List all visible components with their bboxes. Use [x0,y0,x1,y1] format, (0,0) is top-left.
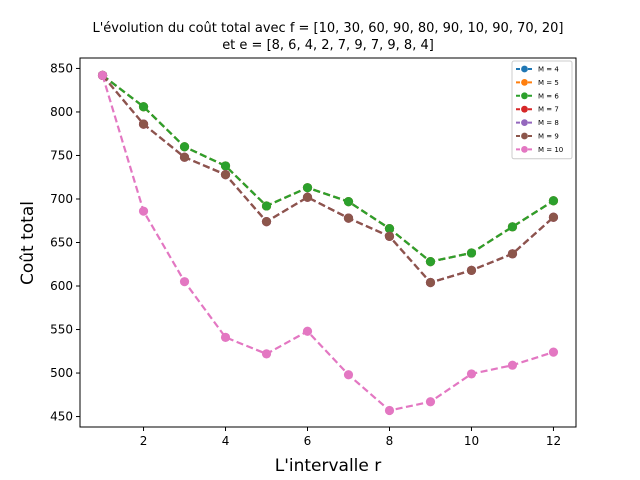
series-1 [97,70,559,267]
data-point [384,223,395,234]
legend: M = 4 M = 5 M = 6 M = 7 M = 8 M = 9 M = 10 [511,60,573,160]
data-point [179,142,190,152]
data-point [343,213,354,223]
data-point [138,206,149,216]
data-point [384,231,395,242]
series-line [101,74,555,263]
y-tick-label: 450 [50,410,73,424]
data-point [466,265,477,275]
series-line [101,74,555,263]
legend-label: M = 6 [538,92,559,100]
data-point [343,196,354,207]
y-tick-label: 650 [50,236,73,250]
x-tick-label: 10 [464,434,479,448]
data-point [507,249,518,259]
plot-area: 2 4 6 8 10 12 450 500 550 600 650 700 750 800 850 [50,57,577,448]
legend-entry: M = 10 [516,146,563,154]
x-axis-label: L'intervalle r [275,456,382,476]
data-point [548,212,559,222]
legend-entry: M = 4 [516,66,559,74]
data-point [507,222,518,232]
series-3 [97,70,559,267]
y-tick-label: 850 [50,61,73,75]
legend-label: M = 10 [538,146,563,154]
data-point [138,119,149,129]
legend-entry: M = 5 [516,79,559,87]
data-point [384,405,395,416]
data-point [507,360,518,370]
chart-title-line-2: et e = [8, 6, 4, 2, 7, 9, 7, 9, 8, 4] [222,38,434,53]
legend-label: M = 7 [538,106,559,114]
series-5 [97,70,559,288]
legend-label: M = 8 [538,119,559,127]
y-tick-label: 750 [50,148,73,162]
y-tick-label: 500 [50,366,73,380]
x-tick-label: 6 [304,434,312,448]
y-tick-label: 700 [50,192,73,206]
series-line [101,74,555,284]
data-point [138,102,149,112]
data-point [220,332,231,342]
data-point [343,370,354,380]
legend-marker [521,132,528,140]
y-tick-label: 800 [50,105,73,119]
chart-title-line-1: L'évolution du coût total avec f = [10, … [92,21,563,36]
legend-marker [521,146,528,153]
legend-entry: M = 6 [516,92,559,100]
data-point [179,152,190,162]
legend-marker [521,92,528,100]
legend-entry: M = 7 [516,106,559,114]
x-tick-label: 4 [222,434,230,448]
y-tick-label: 550 [50,323,73,337]
series-line [101,74,555,284]
data-point [261,217,272,227]
data-point [220,161,231,171]
series-7 [97,70,559,416]
data-point [261,201,272,211]
data-point [97,70,108,81]
data-point [548,196,559,206]
data-point [466,369,477,379]
series-4 [97,70,559,288]
series-6 [97,70,559,288]
y-axis-label: Coût total [18,201,38,285]
legend-label: M = 9 [538,133,559,141]
legend-marker [521,119,528,126]
y-tick-label: 600 [50,279,73,293]
data-point [425,397,436,407]
legend-label: M = 5 [538,79,559,87]
x-tick-label: 12 [546,434,561,448]
data-point [548,347,559,357]
axes-frame [79,57,577,428]
data-point [302,326,313,336]
data-point [466,248,477,258]
legend-label: M = 4 [538,66,559,74]
data-point [302,183,313,193]
data-point [425,257,436,267]
series-line [101,74,555,284]
legend-marker [521,65,528,73]
data-point [302,192,313,202]
series-2 [97,70,559,267]
x-tick-label: 8 [386,434,394,448]
legend-marker [521,105,528,113]
data-point [425,277,436,288]
legend-entry: M = 8 [516,119,559,127]
x-tick-label: 2 [140,434,148,448]
data-point [261,349,272,359]
data-point [179,277,190,287]
legend-marker [521,79,528,86]
data-point [220,170,231,180]
series-line [101,74,555,263]
series-line [101,75,554,412]
legend-entry: M = 9 [516,133,559,141]
